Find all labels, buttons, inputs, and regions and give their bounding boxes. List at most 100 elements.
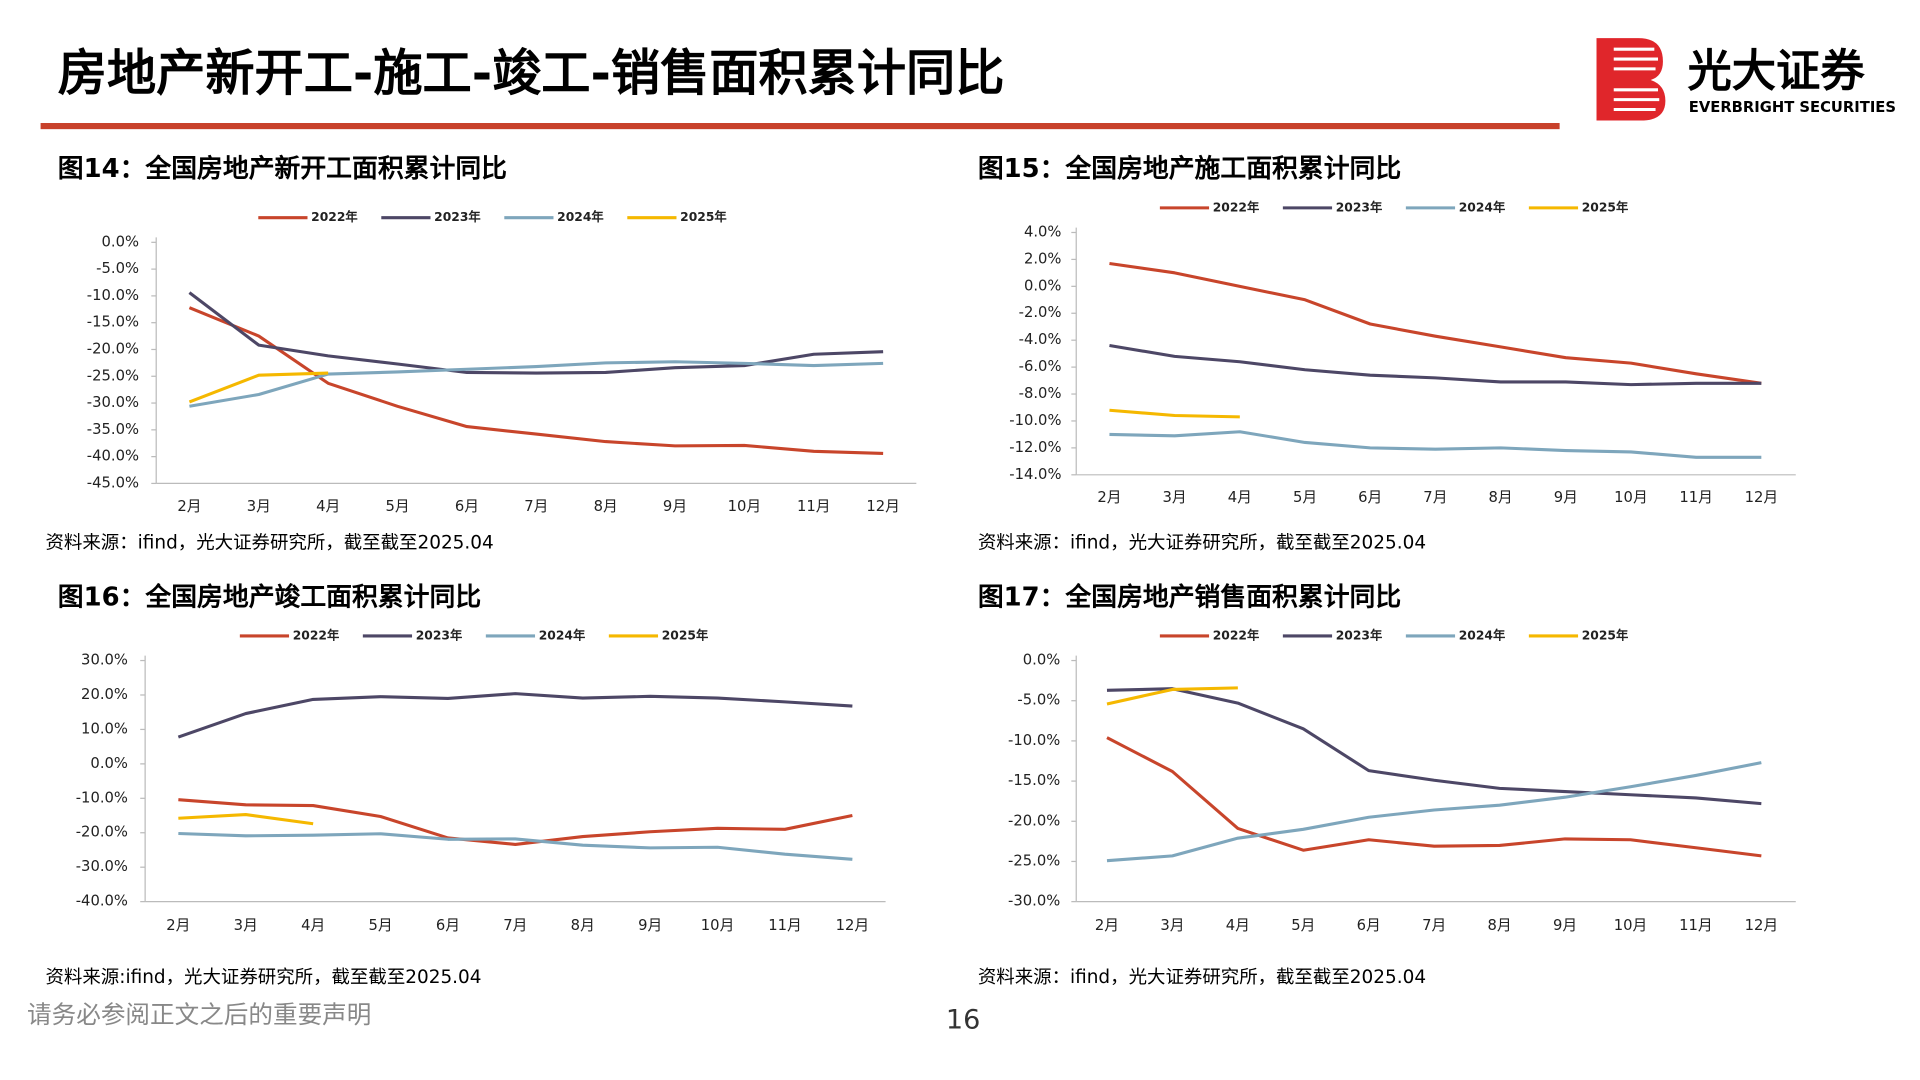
logo-cn: 光大证券 bbox=[1688, 46, 1866, 97]
series-line bbox=[178, 798, 853, 846]
x-tick-label: 12月 bbox=[1745, 917, 1779, 934]
legend-label: 2025年 bbox=[662, 627, 709, 642]
chart-title: 图14：全国房地产新开工面积累计同比 bbox=[58, 153, 507, 184]
series-line bbox=[1106, 686, 1238, 706]
y-tick-label: 2.0% bbox=[1024, 250, 1061, 267]
x-tick-label: 11月 bbox=[1679, 489, 1713, 506]
y-tick-label: -30.0% bbox=[76, 858, 128, 875]
y-tick-label: -6.0% bbox=[1019, 358, 1062, 375]
x-tick-label: 12月 bbox=[836, 917, 870, 934]
source-note: 资料来源:ifind，光大证券研究所，截至截至2025.04 bbox=[46, 967, 482, 988]
x-tick-label: 6月 bbox=[455, 498, 479, 515]
chart-title: 图15：全国房地产施工面积累计同比 bbox=[978, 153, 1401, 184]
x-tick-label: 5月 bbox=[368, 917, 392, 934]
x-tick-label: 11月 bbox=[797, 498, 831, 515]
series-line bbox=[1109, 344, 1762, 387]
logo-en: EVERBRIGHT SECURITIES bbox=[1689, 99, 1896, 116]
y-tick-label: -25.0% bbox=[1008, 852, 1060, 869]
legend-label: 2024年 bbox=[557, 209, 604, 224]
legend-label: 2023年 bbox=[434, 209, 481, 224]
x-tick-label: 8月 bbox=[1488, 917, 1512, 934]
legend-label: 2024年 bbox=[1459, 199, 1506, 214]
series-line bbox=[1109, 408, 1240, 419]
x-tick-label: 4月 bbox=[301, 917, 325, 934]
x-tick-label: 8月 bbox=[1489, 489, 1513, 506]
y-tick-label: -40.0% bbox=[76, 893, 128, 910]
legend-label: 2025年 bbox=[1582, 627, 1629, 642]
y-tick-label: 30.0% bbox=[81, 652, 128, 669]
y-tick-label: 0.0% bbox=[1023, 652, 1060, 669]
x-tick-label: 3月 bbox=[1163, 489, 1187, 506]
x-tick-label: 9月 bbox=[1553, 917, 1577, 934]
y-tick-label: -12.0% bbox=[1009, 439, 1061, 456]
y-tick-label: -30.0% bbox=[1008, 893, 1060, 910]
x-tick-label: 10月 bbox=[1614, 917, 1648, 934]
y-tick-label: -35.0% bbox=[87, 421, 139, 438]
y-tick-label: 4.0% bbox=[1024, 223, 1061, 240]
legend-label: 2025年 bbox=[1582, 199, 1629, 214]
series-line bbox=[178, 813, 314, 826]
legend-label: 2022年 bbox=[311, 209, 358, 224]
series-line bbox=[177, 692, 853, 739]
y-tick-label: -10.0% bbox=[87, 287, 139, 304]
y-tick-label: 0.0% bbox=[102, 233, 139, 250]
y-tick-label: -4.0% bbox=[1019, 331, 1062, 348]
y-tick-label: -5.0% bbox=[1017, 692, 1060, 709]
series-line bbox=[1106, 761, 1762, 863]
x-tick-label: 3月 bbox=[247, 498, 271, 515]
series-line bbox=[1109, 261, 1762, 385]
chart-title: 图16：全国房地产竣工面积累计同比 bbox=[58, 581, 481, 612]
y-tick-label: -10.0% bbox=[1008, 732, 1060, 749]
x-tick-label: 6月 bbox=[1358, 489, 1382, 506]
y-tick-label: -15.0% bbox=[87, 314, 139, 331]
y-tick-label: 0.0% bbox=[1024, 277, 1061, 294]
y-tick-label: 20.0% bbox=[81, 686, 128, 703]
y-tick-label: -2.0% bbox=[1019, 304, 1062, 321]
legend-label: 2024年 bbox=[539, 627, 586, 642]
x-tick-label: 8月 bbox=[594, 498, 618, 515]
disclaimer: 请务必参阅正文之后的重要声明 bbox=[27, 1000, 371, 1029]
series-line bbox=[178, 831, 853, 861]
x-tick-label: 9月 bbox=[663, 498, 687, 515]
x-tick-label: 5月 bbox=[385, 498, 409, 515]
x-tick-label: 7月 bbox=[1422, 917, 1446, 934]
y-tick-label: -20.0% bbox=[87, 340, 139, 357]
y-tick-label: -14.0% bbox=[1009, 466, 1061, 483]
page-title: 房地产新开工-施工-竣工-销售面积累计同比 bbox=[58, 44, 1005, 102]
y-tick-label: -5.0% bbox=[96, 260, 139, 277]
title-rule bbox=[40, 123, 1560, 130]
x-tick-label: 8月 bbox=[571, 917, 595, 934]
y-tick-label: -15.0% bbox=[1008, 772, 1060, 789]
y-tick-label: -25.0% bbox=[87, 367, 139, 384]
y-tick-label: -8.0% bbox=[1019, 385, 1062, 402]
y-tick-label: -20.0% bbox=[76, 824, 128, 841]
x-tick-label: 7月 bbox=[503, 917, 527, 934]
x-tick-label: 11月 bbox=[768, 917, 802, 934]
x-tick-label: 7月 bbox=[524, 498, 548, 515]
x-tick-label: 2月 bbox=[177, 498, 201, 515]
x-tick-label: 5月 bbox=[1291, 917, 1315, 934]
x-tick-label: 12月 bbox=[1745, 489, 1779, 506]
legend-label: 2025年 bbox=[680, 209, 727, 224]
y-tick-label: -30.0% bbox=[87, 394, 139, 411]
x-tick-label: 9月 bbox=[638, 917, 662, 934]
y-tick-label: -10.0% bbox=[1009, 412, 1061, 429]
series-line bbox=[1106, 736, 1762, 858]
y-tick-label: -20.0% bbox=[1008, 812, 1060, 829]
legend-label: 2023年 bbox=[1336, 627, 1383, 642]
x-tick-label: 7月 bbox=[1423, 489, 1447, 506]
x-tick-label: 5月 bbox=[1293, 489, 1317, 506]
x-tick-label: 10月 bbox=[728, 498, 762, 515]
x-tick-label: 6月 bbox=[436, 917, 460, 934]
x-tick-label: 11月 bbox=[1679, 917, 1713, 934]
legend-label: 2024年 bbox=[1459, 627, 1506, 642]
x-tick-label: 12月 bbox=[866, 498, 900, 515]
y-tick-label: 0.0% bbox=[90, 755, 127, 772]
chart-title: 图17：全国房地产销售面积累计同比 bbox=[978, 581, 1401, 612]
x-tick-label: 2月 bbox=[1095, 917, 1119, 934]
x-tick-label: 9月 bbox=[1554, 489, 1578, 506]
x-tick-label: 4月 bbox=[316, 498, 340, 515]
x-tick-label: 4月 bbox=[1228, 489, 1252, 506]
series-line bbox=[189, 360, 884, 408]
